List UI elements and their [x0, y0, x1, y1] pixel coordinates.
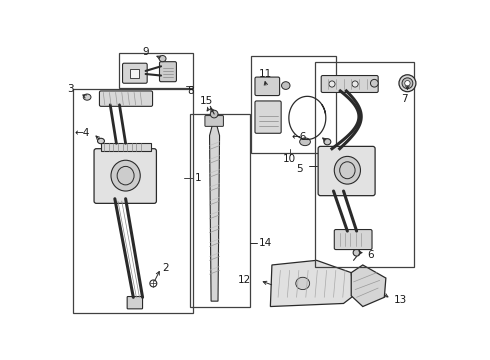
FancyBboxPatch shape — [334, 230, 372, 249]
Ellipse shape — [210, 110, 218, 118]
Ellipse shape — [98, 138, 104, 144]
Bar — [101, 143, 151, 151]
Bar — [315, 62, 414, 266]
Text: 7: 7 — [401, 94, 408, 104]
Polygon shape — [351, 265, 386, 307]
Ellipse shape — [334, 156, 361, 184]
Text: 9: 9 — [143, 48, 149, 58]
Text: 13: 13 — [393, 295, 407, 305]
Text: 15: 15 — [199, 96, 213, 106]
Polygon shape — [270, 260, 354, 307]
Text: 5: 5 — [296, 164, 303, 174]
Bar — [130, 69, 140, 78]
FancyBboxPatch shape — [255, 101, 281, 133]
FancyBboxPatch shape — [94, 149, 156, 203]
FancyBboxPatch shape — [318, 147, 375, 195]
Ellipse shape — [282, 82, 290, 89]
Ellipse shape — [300, 138, 311, 145]
Text: 10: 10 — [283, 154, 296, 164]
Text: ←6: ←6 — [292, 132, 307, 142]
Ellipse shape — [402, 78, 413, 89]
Bar — [74, 89, 193, 313]
Ellipse shape — [353, 249, 360, 256]
Ellipse shape — [352, 81, 358, 87]
Ellipse shape — [329, 81, 335, 87]
Text: ←4: ←4 — [75, 128, 90, 138]
Text: 12: 12 — [238, 275, 251, 285]
Text: 6: 6 — [368, 250, 374, 260]
Ellipse shape — [324, 139, 331, 145]
Ellipse shape — [405, 81, 410, 86]
Bar — [190, 114, 249, 307]
FancyBboxPatch shape — [321, 76, 378, 93]
Ellipse shape — [370, 80, 378, 87]
Ellipse shape — [296, 277, 310, 289]
Text: 14: 14 — [259, 238, 272, 248]
FancyBboxPatch shape — [127, 297, 143, 309]
Text: 1: 1 — [195, 173, 201, 183]
Ellipse shape — [159, 55, 166, 62]
Bar — [120, 53, 194, 88]
FancyBboxPatch shape — [205, 116, 223, 126]
FancyBboxPatch shape — [255, 77, 280, 95]
Ellipse shape — [83, 94, 91, 100]
Ellipse shape — [111, 160, 140, 191]
FancyBboxPatch shape — [122, 63, 147, 83]
Text: 3: 3 — [67, 84, 74, 94]
FancyBboxPatch shape — [159, 62, 176, 82]
Text: 2: 2 — [163, 263, 169, 273]
Bar — [251, 56, 336, 153]
Text: 8: 8 — [187, 86, 194, 96]
Polygon shape — [210, 124, 220, 301]
Text: 11: 11 — [259, 69, 272, 79]
Ellipse shape — [399, 75, 416, 92]
FancyBboxPatch shape — [99, 91, 152, 106]
